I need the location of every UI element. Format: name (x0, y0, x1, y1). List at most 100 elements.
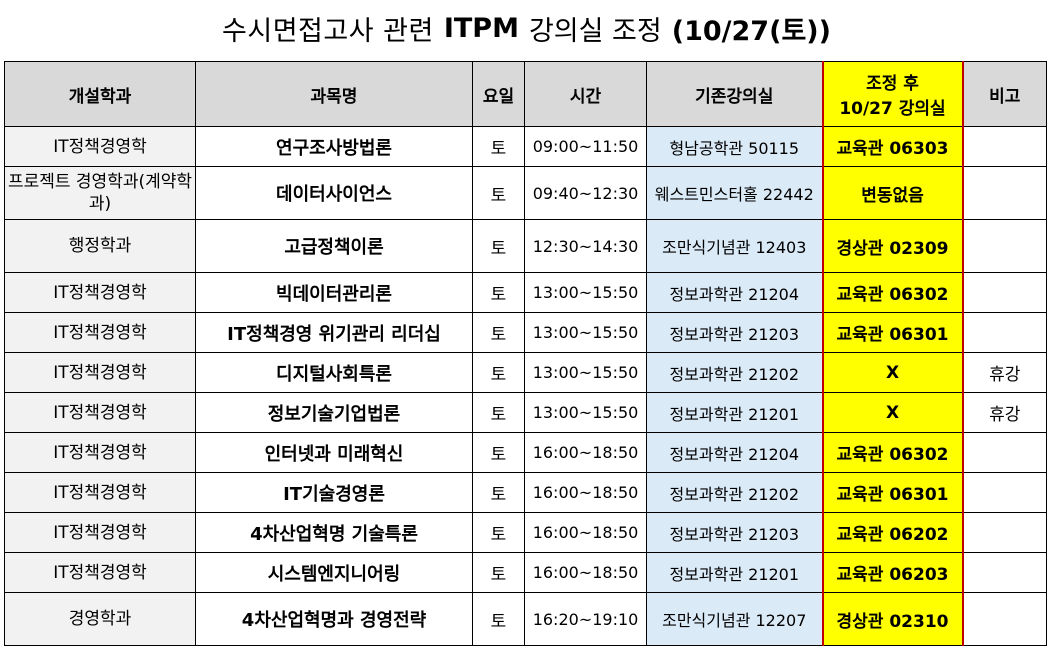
cell-day: 토 (472, 472, 525, 513)
title-program: ITPM (443, 12, 519, 44)
cell-dept: IT정책경영학 (4, 126, 196, 167)
cell-note: 휴강 (962, 352, 1047, 393)
cell-course: 4차산업혁명과 경영전략 (195, 592, 473, 646)
cell-dept: IT정책경영학 (4, 472, 196, 513)
cell-day: 토 (472, 126, 525, 167)
cell-dept: IT정책경영학 (4, 552, 196, 593)
header-day: 요일 (472, 61, 525, 127)
cell-room: 정보과학관 21204 (646, 272, 823, 313)
cell-room: 웨스트민스터홀 22442 (646, 166, 823, 220)
cell-course: 4차산업혁명 기술특론 (195, 512, 473, 553)
cell-room: 정보과학관 21202 (646, 352, 823, 393)
cell-room: 정보과학관 21203 (646, 512, 823, 553)
cell-dept: IT정책경영학 (4, 352, 196, 393)
cell-time: 09:40~12:30 (524, 166, 647, 220)
cell-time: 16:00~18:50 (524, 472, 647, 513)
cell-day: 토 (472, 312, 525, 353)
cell-day: 토 (472, 592, 525, 646)
cell-time: 13:00~15:50 (524, 272, 647, 313)
cell-course: 빅데이터관리론 (195, 272, 473, 313)
cell-course: 고급정책이론 (195, 219, 473, 273)
cell-day: 토 (472, 432, 525, 473)
title-date: (10/27(토)) (671, 15, 831, 47)
cell-room: 정보과학관 21201 (646, 552, 823, 593)
cell-note (962, 432, 1047, 473)
cell-room: 정보과학관 21203 (646, 312, 823, 353)
cell-day: 토 (472, 552, 525, 593)
cell-note (962, 512, 1047, 553)
cell-new-room: 경상관 02310 (821, 592, 964, 646)
cell-time: 16:00~18:50 (524, 512, 647, 553)
cell-course: 디지털사회특론 (195, 352, 473, 393)
cell-new-room: 교육관 06303 (821, 126, 964, 167)
cell-day: 토 (472, 166, 525, 220)
cell-note (962, 272, 1047, 313)
cell-course: 데이터사이언스 (195, 166, 473, 220)
cell-room: 정보과학관 21204 (646, 432, 823, 473)
cell-room: 정보과학관 21202 (646, 472, 823, 513)
header-dept: 개설학과 (4, 61, 196, 127)
cell-new-room: 변동없음 (821, 166, 964, 220)
header-new-room-line2: 10/27 강의실 (839, 99, 946, 119)
cell-dept: 프로젝트 경영학과(계약학과) (4, 166, 196, 220)
cell-day: 토 (472, 392, 525, 433)
table-row: IT정책경영학 정보기술기업법론 토 13:00~15:50 정보과학관 21201 X 휴… (4, 392, 1047, 433)
cell-new-room: 교육관 06202 (821, 512, 964, 553)
header-course: 과목명 (195, 61, 473, 127)
cell-course: 정보기술기업법론 (195, 392, 473, 433)
cell-new-room: 교육관 06302 (821, 272, 964, 313)
cell-dept: IT정책경영학 (4, 272, 196, 313)
cell-note (962, 126, 1047, 167)
table-row: IT정책경영학 디지털사회특론 토 13:00~15:50 정보과학관 21202 X 휴강 (4, 352, 1047, 393)
cell-day: 토 (472, 352, 525, 393)
table-row: IT정책경영학 연구조사방법론 토 09:00~11:50 형남공학관 50115 교육관… (4, 126, 1047, 167)
cell-dept: 행정학과 (4, 219, 196, 273)
header-time: 시간 (524, 61, 647, 127)
cell-room: 정보과학관 21201 (646, 392, 823, 433)
header-new-room-line1: 조정 후 (866, 74, 919, 94)
cell-room: 조만식기념관 12207 (646, 592, 823, 646)
cell-note (962, 592, 1047, 646)
header-new-room: 조정 후 10/27 강의실 (821, 61, 964, 127)
cell-day: 토 (472, 219, 525, 273)
cell-course: 연구조사방법론 (195, 126, 473, 167)
table-row: 경영학과 4차산업혁명과 경영전략 토 16:20~19:10 조만식기념관 12207… (4, 592, 1047, 646)
cell-note (962, 552, 1047, 593)
cell-new-room: 교육관 06203 (821, 552, 964, 593)
cell-dept: 경영학과 (4, 592, 196, 646)
cell-time: 16:00~18:50 (524, 552, 647, 593)
cell-note (962, 219, 1047, 273)
table-row: IT정책경영학 IT기술경영론 토 16:00~18:50 정보과학관 21202 교육관… (4, 472, 1047, 513)
cell-day: 토 (472, 512, 525, 553)
table-row: IT정책경영학 빅데이터관리론 토 13:00~15:50 정보과학관 21204 교육관… (4, 272, 1047, 313)
cell-day: 토 (472, 272, 525, 313)
table-row: IT정책경영학 인터넷과 미래혁신 토 16:00~18:50 정보과학관 21204 교… (4, 432, 1047, 473)
cell-dept: IT정책경영학 (4, 432, 196, 473)
cell-course: 시스템엔지니어링 (195, 552, 473, 593)
cell-time: 09:00~11:50 (524, 126, 647, 167)
table-row: IT정책경영학 4차산업혁명 기술특론 토 16:00~18:50 정보과학관 2120… (4, 512, 1047, 553)
table-row: IT정책경영학 시스템엔지니어링 토 16:00~18:50 정보과학관 21201 교육… (4, 552, 1047, 593)
cell-note (962, 166, 1047, 220)
cell-course: 인터넷과 미래혁신 (195, 432, 473, 473)
cell-course: IT정책경영 위기관리 리더십 (195, 312, 473, 353)
cell-dept: IT정책경영학 (4, 512, 196, 553)
schedule-table: 개설학과 과목명 요일 시간 기존강의실 조정 후 10/27 강의실 비고 I… (4, 61, 1047, 646)
cell-new-room: 교육관 06301 (821, 312, 964, 353)
cell-new-room: 교육관 06302 (821, 432, 964, 473)
title-suffix: 강의실 조정 (528, 15, 662, 47)
cell-time: 12:30~14:30 (524, 219, 647, 273)
cell-time: 16:20~19:10 (524, 592, 647, 646)
cell-time: 13:00~15:50 (524, 352, 647, 393)
cell-new-room: X (821, 392, 964, 433)
title-prefix: 수시면접고사 관련 (222, 15, 434, 47)
cell-new-room: X (821, 352, 964, 393)
header-room: 기존강의실 (646, 61, 823, 127)
cell-note (962, 472, 1047, 513)
table-row: IT정책경영학 IT정책경영 위기관리 리더십 토 13:00~15:50 정보과학관 … (4, 312, 1047, 353)
cell-room: 조만식기념관 12403 (646, 219, 823, 273)
cell-dept: IT정책경영학 (4, 392, 196, 433)
cell-time: 13:00~15:50 (524, 312, 647, 353)
cell-time: 13:00~15:50 (524, 392, 647, 433)
cell-time: 16:00~18:50 (524, 432, 647, 473)
